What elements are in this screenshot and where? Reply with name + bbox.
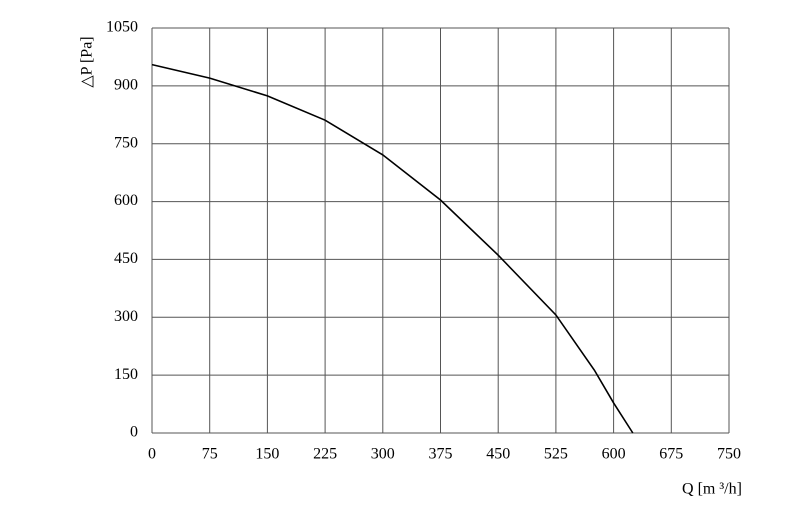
x-tick-label: 525	[544, 446, 568, 463]
x-tick-label: 150	[255, 446, 279, 463]
x-tick-label: 300	[371, 446, 395, 463]
curve	[151, 63, 634, 434]
y-axis-label: △P [Pa]	[79, 36, 96, 87]
y-tick-label: 300	[114, 308, 138, 325]
x-tick-label: 750	[717, 446, 741, 463]
x-tick-label: 600	[602, 446, 626, 463]
x-tick-label: 75	[202, 446, 218, 463]
x-tick-label: 0	[148, 446, 156, 463]
x-tick-label: 225	[313, 446, 337, 463]
y-tick-label: 900	[114, 77, 138, 94]
x-axis-label: Q [m ³/h]	[682, 481, 742, 498]
x-tick-label: 450	[486, 446, 510, 463]
y-tick-label: 0	[130, 424, 138, 441]
x-tick-label: 675	[659, 446, 683, 463]
y-tick-label: 450	[114, 250, 138, 267]
y-tick-label: 150	[114, 366, 138, 383]
y-tick-label: 1050	[106, 19, 138, 36]
y-tick-label: 750	[114, 134, 138, 151]
y-tick-label: 600	[114, 192, 138, 209]
x-tick-label: 375	[429, 446, 453, 463]
